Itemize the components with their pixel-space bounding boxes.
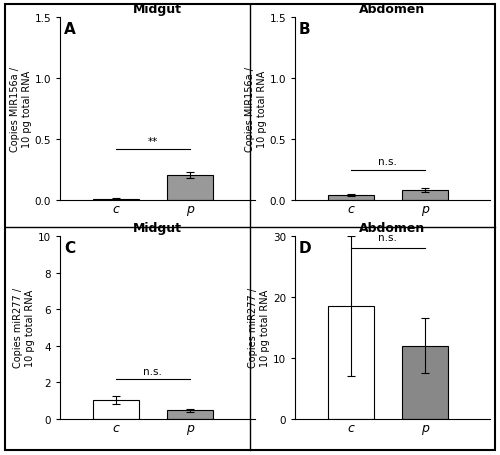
- Bar: [167, 176, 213, 200]
- Bar: [402, 191, 448, 200]
- Title: Midgut: Midgut: [133, 221, 182, 234]
- Title: Midgut: Midgut: [133, 3, 182, 15]
- Text: **: **: [148, 136, 158, 147]
- Text: n.s.: n.s.: [378, 232, 398, 242]
- Text: n.s.: n.s.: [378, 157, 398, 167]
- Bar: [92, 400, 139, 419]
- Text: D: D: [299, 240, 312, 255]
- Text: A: A: [64, 22, 76, 37]
- Title: Abdomen: Abdomen: [360, 3, 426, 15]
- Bar: [328, 195, 374, 200]
- Bar: [402, 346, 448, 419]
- Y-axis label: Copies miR277 /
10 pg total RNA: Copies miR277 / 10 pg total RNA: [14, 288, 35, 368]
- Y-axis label: Copies MIR156a /
10 pg total RNA: Copies MIR156a / 10 pg total RNA: [245, 67, 266, 152]
- Text: C: C: [64, 240, 75, 255]
- Y-axis label: Copies MIR156a /
10 pg total RNA: Copies MIR156a / 10 pg total RNA: [10, 67, 32, 152]
- Bar: [328, 306, 374, 419]
- Text: n.s.: n.s.: [144, 366, 163, 376]
- Y-axis label: Copies miR277 /
10 pg total RNA: Copies miR277 / 10 pg total RNA: [248, 288, 270, 368]
- Text: B: B: [299, 22, 310, 37]
- Title: Abdomen: Abdomen: [360, 221, 426, 234]
- Bar: [167, 410, 213, 419]
